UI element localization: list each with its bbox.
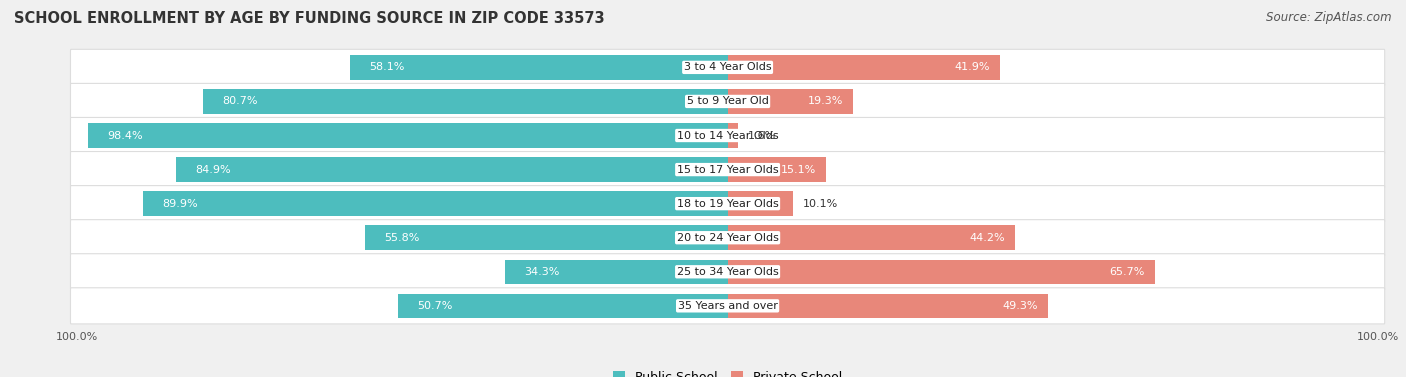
Bar [364,225,728,250]
FancyBboxPatch shape [70,185,1385,222]
Text: 1.6%: 1.6% [748,130,776,141]
Bar [728,157,825,182]
Legend: Public School, Private School: Public School, Private School [613,371,842,377]
Text: 34.3%: 34.3% [524,267,560,277]
Text: 50.7%: 50.7% [418,301,453,311]
Text: 3 to 4 Year Olds: 3 to 4 Year Olds [683,62,772,72]
Bar [728,225,1015,250]
Text: 89.9%: 89.9% [163,199,198,208]
Bar [728,294,1049,318]
Bar [143,192,728,216]
Text: 44.2%: 44.2% [970,233,1005,243]
Bar [350,55,728,80]
Bar [728,89,853,114]
FancyBboxPatch shape [70,83,1385,120]
FancyBboxPatch shape [70,49,1385,86]
Bar [505,259,728,284]
Bar [728,192,793,216]
Bar [87,123,728,148]
Text: 15 to 17 Year Olds: 15 to 17 Year Olds [676,165,779,175]
Text: 10.1%: 10.1% [803,199,838,208]
Text: SCHOOL ENROLLMENT BY AGE BY FUNDING SOURCE IN ZIP CODE 33573: SCHOOL ENROLLMENT BY AGE BY FUNDING SOUR… [14,11,605,26]
Text: 19.3%: 19.3% [808,97,844,106]
Text: 58.1%: 58.1% [370,62,405,72]
Text: Source: ZipAtlas.com: Source: ZipAtlas.com [1267,11,1392,24]
FancyBboxPatch shape [70,118,1385,153]
Text: 84.9%: 84.9% [195,165,231,175]
Text: 98.4%: 98.4% [107,130,143,141]
Text: 80.7%: 80.7% [222,97,257,106]
FancyBboxPatch shape [70,254,1385,290]
Text: 20 to 24 Year Olds: 20 to 24 Year Olds [676,233,779,243]
Bar [728,123,738,148]
FancyBboxPatch shape [70,220,1385,256]
Text: 49.3%: 49.3% [1002,301,1039,311]
Text: 10 to 14 Year Olds: 10 to 14 Year Olds [676,130,779,141]
Text: 65.7%: 65.7% [1109,267,1144,277]
Bar [202,89,728,114]
Bar [398,294,728,318]
FancyBboxPatch shape [70,152,1385,188]
Bar [728,259,1154,284]
Bar [728,55,1000,80]
Text: 25 to 34 Year Olds: 25 to 34 Year Olds [676,267,779,277]
Text: 55.8%: 55.8% [384,233,419,243]
Text: 35 Years and over: 35 Years and over [678,301,778,311]
Text: 41.9%: 41.9% [955,62,990,72]
Text: 15.1%: 15.1% [780,165,815,175]
Text: 18 to 19 Year Olds: 18 to 19 Year Olds [676,199,779,208]
Text: 5 to 9 Year Old: 5 to 9 Year Old [686,97,769,106]
FancyBboxPatch shape [70,288,1385,324]
Bar [176,157,728,182]
